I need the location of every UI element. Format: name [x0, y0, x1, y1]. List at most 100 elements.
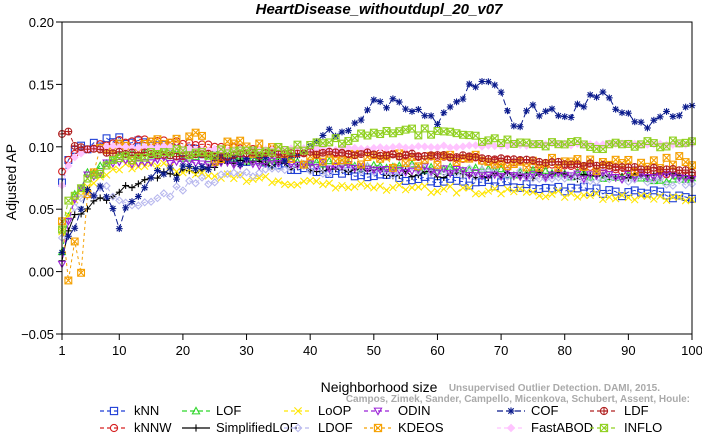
data-point-ldof — [344, 164, 353, 173]
data-point-lof — [382, 163, 391, 172]
data-point-ldof — [681, 180, 690, 190]
data-point-odin — [452, 165, 461, 174]
data-point-cof — [682, 103, 690, 111]
data-point-inflo — [140, 153, 149, 162]
data-point-odin — [445, 170, 455, 178]
legend-item-inflo: INFLO — [590, 420, 662, 435]
plot-frame — [61, 21, 693, 335]
data-point-ldof — [318, 169, 328, 178]
data-point-kdeos — [198, 131, 206, 140]
data-point-ldof — [102, 181, 111, 191]
data-point-loop — [503, 185, 512, 193]
series-layer — [57, 78, 697, 285]
data-point-ldf — [637, 165, 646, 174]
data-point-odin — [64, 217, 73, 226]
data-point-ldof — [159, 189, 168, 198]
data-point-cof — [115, 225, 123, 233]
legend-item-knnw: kNNW — [100, 420, 172, 435]
data-point-loop — [484, 187, 493, 195]
data-point-inflo — [312, 138, 321, 147]
data-point-loop — [261, 172, 270, 181]
legend-label: COF — [531, 403, 559, 418]
data-point-ldf — [312, 150, 321, 159]
data-point-loop — [433, 187, 442, 196]
data-point-cof — [637, 118, 645, 126]
data-point-ldof — [185, 176, 194, 186]
data-point-cof — [204, 166, 212, 174]
data-point-cof — [427, 112, 435, 120]
data-point-cof — [491, 81, 499, 89]
data-point-ldf — [363, 148, 372, 157]
data-point-fastabod — [414, 142, 423, 151]
data-point-loop — [382, 186, 391, 194]
legend-marker-fastabod — [506, 423, 516, 433]
data-point-odin — [293, 161, 302, 170]
data-point-odin — [547, 171, 557, 180]
data-point-kdeos — [64, 276, 73, 285]
data-point-loop — [643, 192, 652, 200]
data-point-ldf — [376, 151, 385, 160]
data-point-cof — [103, 193, 110, 201]
data-point-simplifiedlof — [115, 188, 123, 196]
x-tick-label: 30 — [239, 343, 253, 358]
data-point-odin — [484, 171, 493, 180]
legend-item-cof: COF — [497, 403, 559, 418]
data-point-kdeos — [675, 152, 684, 160]
series-line-ldof — [61, 164, 693, 239]
data-point-loop — [319, 180, 327, 189]
data-point-loop — [605, 193, 614, 201]
data-point-odin — [267, 157, 277, 166]
data-point-inflo — [166, 148, 175, 157]
data-point-cof — [414, 106, 422, 113]
data-point-loop — [427, 188, 435, 197]
data-point-cof — [122, 204, 130, 212]
data-point-odin — [643, 173, 652, 182]
data-point-loop — [586, 191, 594, 200]
data-point-cof — [453, 98, 460, 106]
data-point-loop — [210, 172, 219, 180]
data-point-ldf — [490, 155, 499, 164]
data-point-odin — [592, 172, 601, 181]
data-point-simplifiedlof — [166, 170, 174, 178]
data-point-loop — [338, 181, 346, 190]
data-point-inflo — [217, 145, 226, 154]
data-point-cof — [593, 93, 600, 101]
data-point-odin — [382, 166, 391, 174]
data-point-cof — [351, 119, 359, 127]
legend-item-lof: LOF — [182, 403, 241, 418]
data-point-cof — [179, 162, 187, 170]
data-point-ldf — [484, 155, 493, 163]
data-point-inflo — [350, 133, 359, 142]
data-point-fastabod — [465, 141, 474, 150]
data-point-ldof — [286, 163, 296, 173]
data-point-cof — [675, 112, 683, 120]
data-point-kdeos — [637, 158, 646, 167]
data-point-cof — [64, 232, 72, 240]
data-point-odin — [274, 160, 283, 168]
data-point-inflo — [598, 145, 607, 154]
data-point-lof — [407, 159, 417, 168]
data-point-ldof — [115, 196, 124, 205]
data-point-fastabod — [388, 142, 398, 152]
data-point-ldf — [331, 148, 340, 157]
data-point-loop — [395, 181, 404, 189]
data-point-cof — [376, 98, 384, 106]
data-point-fastabod — [395, 142, 404, 151]
data-point-odin — [509, 172, 519, 180]
data-point-lof — [471, 163, 480, 171]
data-point-kdeos — [649, 156, 658, 165]
data-point-loop — [599, 195, 607, 204]
legend-marker-ldof — [293, 423, 303, 433]
data-point-cof — [465, 80, 473, 88]
data-point-cof — [160, 170, 168, 178]
data-point-odin — [407, 167, 417, 176]
data-point-ldf — [357, 150, 366, 159]
data-point-ldf — [217, 153, 226, 161]
y-tick-label: 0.20 — [29, 15, 54, 30]
data-point-cof — [192, 165, 200, 173]
legend-item-fastabod: FastABOD — [497, 420, 593, 435]
data-point-fastabod — [185, 144, 194, 153]
data-point-inflo — [649, 139, 658, 148]
data-point-ldof — [280, 165, 289, 175]
data-point-cof — [198, 163, 206, 171]
